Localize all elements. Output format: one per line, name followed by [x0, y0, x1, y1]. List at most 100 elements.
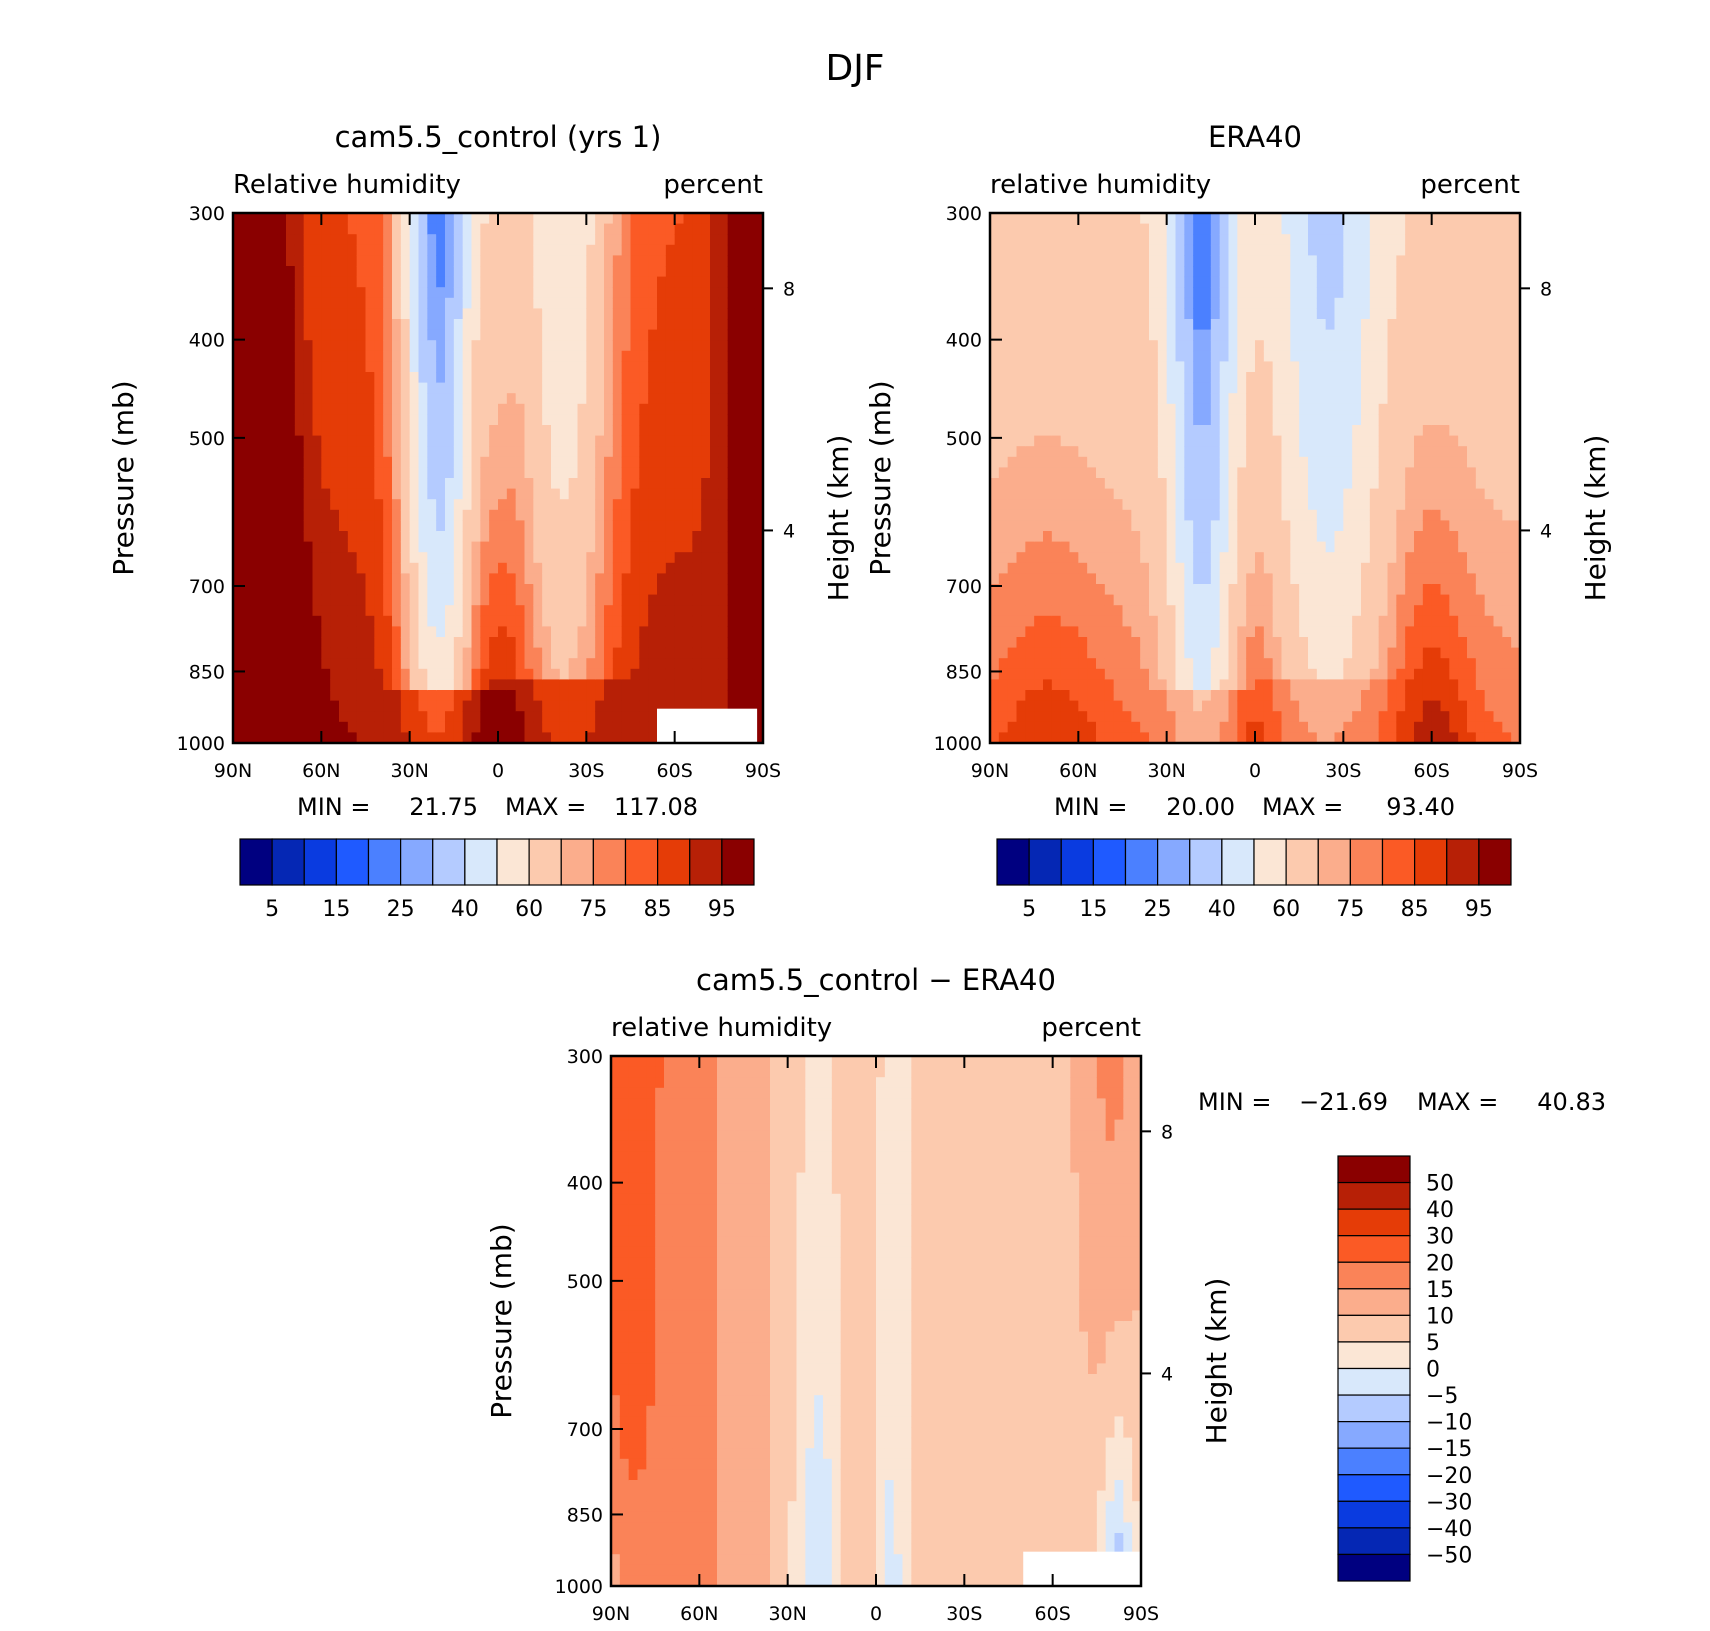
- heatmap-cell: [604, 562, 614, 574]
- heatmap-cell: [657, 541, 667, 553]
- heatmap-cell: [418, 732, 428, 744]
- heatmap-cell: [1025, 637, 1035, 649]
- heatmap-cell: [1228, 711, 1238, 723]
- heatmap-cell: [701, 573, 711, 585]
- heatmap-cell: [1166, 467, 1177, 479]
- heatmap-cell: [674, 308, 685, 320]
- heatmap-cell: [1034, 647, 1044, 659]
- colorbar-swatch: [496, 838, 530, 886]
- heatmap-cell: [1096, 393, 1106, 405]
- heatmap-cell: [718, 213, 729, 225]
- heatmap-cell: [233, 573, 243, 585]
- heatmap-cell: [250, 488, 261, 500]
- heatmap-cell: [727, 626, 738, 638]
- heatmap-cell: [1131, 223, 1141, 235]
- heatmap-cell: [286, 690, 296, 702]
- heatmap-cell: [489, 679, 499, 691]
- heatmap-cell: [1122, 361, 1132, 373]
- heatmap-cell: [1246, 509, 1256, 521]
- heatmap-cell: [736, 382, 746, 394]
- heatmap-cell: [1060, 573, 1071, 585]
- heatmap-cell: [347, 403, 358, 415]
- heatmap-cell: [701, 520, 711, 532]
- heatmap-cell: [400, 308, 411, 320]
- heatmap-cell: [604, 647, 614, 659]
- heatmap-cell: [400, 382, 411, 394]
- heatmap-cell: [621, 456, 632, 468]
- heatmap-cell: [718, 679, 729, 691]
- heatmap-cell: [480, 541, 490, 553]
- heatmap-cell: [1051, 711, 1062, 723]
- heatmap-cell: [1051, 647, 1062, 659]
- heatmap-cell: [462, 499, 473, 511]
- heatmap-cell: [665, 658, 676, 670]
- heatmap-cell: [1237, 319, 1247, 331]
- heatmap-cell: [1025, 244, 1035, 256]
- heatmap-cell: [1237, 700, 1247, 712]
- heatmap-cell: [1263, 562, 1274, 574]
- heatmap-cell: [277, 584, 287, 596]
- heatmap-cell: [356, 446, 367, 458]
- heatmap-cell: [559, 414, 570, 426]
- heatmap-cell: [286, 213, 296, 225]
- heatmap-cell: [330, 584, 340, 596]
- heatmap-cell: [1246, 531, 1256, 543]
- heatmap-cell: [1104, 488, 1115, 500]
- heatmap-cell: [551, 721, 561, 733]
- heatmap-cell: [294, 594, 305, 606]
- heatmap-cell: [462, 668, 473, 680]
- heatmap-cell: [1202, 372, 1212, 384]
- heatmap-cell: [998, 425, 1009, 437]
- heatmap-cell: [568, 287, 579, 299]
- heatmap-cell: [392, 308, 402, 320]
- colorbar-swatch: [721, 838, 755, 886]
- heatmap-cell: [277, 393, 287, 405]
- heatmap-cell: [1316, 329, 1327, 341]
- heatmap-cell: [347, 541, 358, 553]
- heatmap-cell: [559, 647, 570, 659]
- heatmap-cell: [639, 276, 649, 288]
- heatmap-cell: [436, 319, 446, 331]
- heatmap-cell: [1025, 573, 1035, 585]
- heatmap-cell: [312, 679, 322, 691]
- heatmap-cell: [312, 509, 322, 521]
- heatmap-cell: [1210, 276, 1221, 288]
- heatmap-cell: [604, 594, 614, 606]
- heatmap-cell: [736, 276, 746, 288]
- heatmap-cell: [480, 372, 490, 384]
- heatmap-cell: [1281, 319, 1291, 331]
- heatmap-cell: [710, 573, 720, 585]
- heatmap-cell: [303, 223, 314, 235]
- heatmap-cell: [736, 456, 746, 468]
- heatmap-cell: [745, 372, 755, 384]
- heatmap-cell: [436, 297, 446, 309]
- heatmap-cell: [356, 531, 367, 543]
- heatmap-cell: [471, 584, 481, 596]
- heatmap-cell: [436, 414, 446, 426]
- heatmap-cell: [480, 488, 490, 500]
- x-tick-label: 30N: [390, 760, 428, 782]
- heatmap-cell: [1025, 361, 1035, 373]
- heatmap-cell: [630, 637, 640, 649]
- heatmap-cell: [498, 382, 508, 394]
- heatmap-cell: [674, 255, 685, 267]
- heatmap-cell: [1149, 297, 1159, 309]
- heatmap-cell: [462, 297, 473, 309]
- heatmap-cell: [445, 213, 455, 225]
- heatmap-cell: [1263, 244, 1274, 256]
- heatmap-cell: [374, 425, 384, 437]
- heatmap-cell: [303, 478, 314, 490]
- heatmap-cell: [294, 382, 305, 394]
- heatmap-cell: [480, 626, 490, 638]
- heatmap-cell: [1016, 552, 1026, 564]
- heatmap-cell: [1104, 255, 1115, 267]
- heatmap-cell: [701, 266, 711, 278]
- heatmap-cell: [1051, 287, 1062, 299]
- heatmap-cell: [515, 361, 526, 373]
- heatmap-cell: [1308, 721, 1318, 733]
- heatmap-cell: [303, 319, 314, 331]
- heatmap-cell: [1316, 690, 1327, 702]
- heatmap-cell: [639, 732, 649, 744]
- heatmap-cell: [630, 478, 640, 490]
- heatmap-cell: [374, 297, 384, 309]
